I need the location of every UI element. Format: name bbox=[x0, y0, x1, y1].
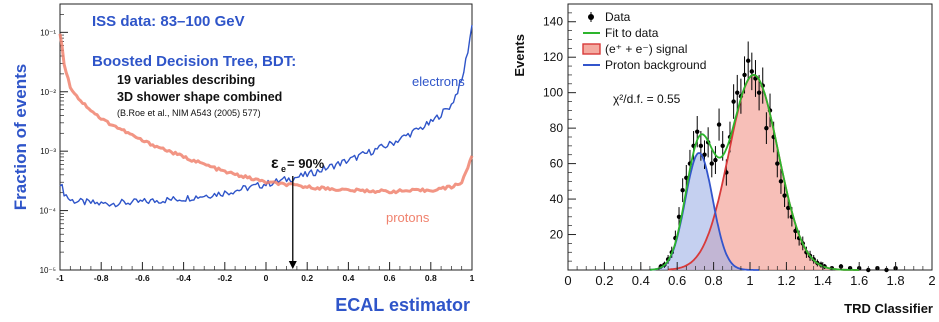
bdt-distribution-chart: 10⁻⁵ 10⁻⁴ 10⁻³ 10⁻² 10⁻¹ -1 -0.8 -0.6 -0.4 -0.2 0… bbox=[11, 3, 475, 315]
left-x-tick-label: 0.2 bbox=[301, 273, 313, 283]
reference-annotation: (B.Roe et al., NIM A543 (2005) 577) bbox=[117, 108, 261, 118]
data-point bbox=[735, 90, 740, 95]
data-point bbox=[749, 69, 755, 74]
legend-data-label: Data bbox=[605, 10, 631, 24]
electrons-curve bbox=[59, 24, 473, 208]
right-y-tick-label: 20 bbox=[550, 228, 564, 242]
right-x-tick-label: 1.2 bbox=[777, 273, 795, 288]
efficiency-subscript: e bbox=[281, 164, 286, 174]
electrons-label: electrons bbox=[412, 74, 465, 89]
left-y-ticks: 10⁻⁵ 10⁻⁴ 10⁻³ 10⁻² 10⁻¹ bbox=[39, 14, 68, 275]
protons-curve bbox=[58, 33, 474, 195]
right-x-axis-label: TRD Classifier bbox=[844, 301, 933, 316]
data-point bbox=[764, 125, 769, 131]
right-x-tick-label: 1.6 bbox=[850, 273, 868, 288]
chi2-annotation: χ²/d.f. = 0.55 bbox=[613, 92, 681, 106]
left-x-tick-label: 0.8 bbox=[425, 273, 437, 283]
efficiency-marker: ε e = 90% bbox=[271, 155, 325, 269]
left-x-ticks: -1 -0.8 -0.6 -0.4 -0.2 0 0.2 0.4 0.6 0.8 1 bbox=[56, 262, 475, 283]
left-x-tick-label: 0 bbox=[264, 273, 269, 283]
efficiency-arrow-head bbox=[288, 261, 297, 269]
legend-signal-swatch bbox=[582, 43, 601, 55]
efficiency-value: = 90% bbox=[287, 156, 325, 171]
right-x-tick-label: 1 bbox=[746, 273, 753, 288]
left-x-axis-label: ECAL estimator bbox=[335, 295, 470, 315]
right-y-tick-label: 120 bbox=[543, 50, 563, 64]
right-y-ticks: 20 40 60 80 100 120 140 bbox=[543, 12, 576, 262]
right-x-tick-label: 1.4 bbox=[814, 273, 832, 288]
data-point bbox=[778, 179, 784, 184]
data-point bbox=[702, 152, 707, 157]
left-x-tick-label: -0.6 bbox=[135, 273, 150, 283]
right-x-tick-label: 0.2 bbox=[595, 273, 613, 288]
right-x-tick-label: 0.6 bbox=[668, 273, 686, 288]
right-x-tick-label: 1.8 bbox=[887, 273, 905, 288]
data-point bbox=[676, 214, 682, 219]
left-x-tick-label: -0.4 bbox=[176, 273, 191, 283]
data-point bbox=[716, 122, 722, 127]
data-point bbox=[786, 205, 791, 211]
data-point bbox=[731, 99, 736, 104]
right-y-tick-label: 80 bbox=[550, 121, 564, 135]
left-x-tick-label: 1 bbox=[470, 273, 475, 283]
left-x-tick-label: -1 bbox=[56, 273, 64, 283]
fit-curve bbox=[649, 73, 860, 271]
right-x-tick-label: 2 bbox=[928, 273, 935, 288]
right-x-tick-label: 0.8 bbox=[705, 273, 723, 288]
data-point bbox=[745, 58, 751, 63]
data-point bbox=[698, 143, 704, 149]
left-x-tick-label: 0.6 bbox=[384, 273, 396, 283]
right-x-tick-label: 0 bbox=[564, 273, 571, 288]
legend-background-label: Proton background bbox=[605, 58, 706, 72]
left-series bbox=[58, 24, 474, 208]
right-y-tick-label: 40 bbox=[550, 192, 564, 206]
left-y-tick-label: 10⁻³ bbox=[40, 147, 56, 156]
left-y-tick-label: 10⁻² bbox=[40, 88, 56, 97]
right-x-tick-label: 0.4 bbox=[632, 273, 650, 288]
data-point bbox=[713, 157, 718, 163]
trd-classifier-chart: 20 40 60 80 100 120 140 0 0.2 0.4 0.6 0.8 1 1.2 1.4 1.… bbox=[512, 3, 936, 316]
right-x-ticks: 0 0.2 0.4 0.6 0.8 1 1.2 1.4 1.6 1.8 2 bbox=[564, 262, 936, 288]
data-point bbox=[720, 143, 725, 149]
left-y-tick-label: 10⁻¹ bbox=[40, 28, 56, 37]
efficiency-symbol: ε bbox=[271, 155, 279, 172]
left-y-tick-label: 10⁻⁴ bbox=[39, 207, 56, 216]
data-point bbox=[709, 161, 714, 166]
data-point bbox=[695, 129, 700, 134]
data-point bbox=[756, 90, 762, 95]
left-y-axis-label: Fraction of events bbox=[11, 64, 30, 210]
iss-data-annotation: ISS data: 83–100 GeV bbox=[92, 13, 245, 30]
left-x-tick-label: -0.2 bbox=[217, 273, 232, 283]
legend-signal-label: (e⁺ + e⁻) signal bbox=[605, 42, 687, 56]
shower-annotation: 3D shower shape combined bbox=[117, 90, 282, 104]
left-x-tick-label: 0.4 bbox=[342, 273, 354, 283]
legend-fit-label: Fit to data bbox=[605, 26, 659, 40]
data-point bbox=[742, 72, 747, 78]
left-y-tick-label: 10⁻⁵ bbox=[40, 266, 56, 275]
left-x-tick-label: -0.8 bbox=[94, 273, 109, 283]
right-y-tick-label: 140 bbox=[543, 15, 563, 29]
data-point bbox=[680, 188, 685, 193]
protons-label: protons bbox=[386, 210, 430, 225]
right-legend: Data Fit to data (e⁺ + e⁻) signal Proton… bbox=[582, 10, 706, 72]
data-point bbox=[775, 161, 780, 166]
right-y-axis-label: Events bbox=[512, 34, 527, 77]
right-y-tick-label: 100 bbox=[543, 86, 563, 100]
variables-annotation: 19 variables describing bbox=[117, 73, 255, 87]
bdt-annotation: Boosted Decision Tree, BDT: bbox=[92, 53, 296, 70]
right-y-tick-label: 60 bbox=[550, 157, 564, 171]
left-plot-frame bbox=[59, 3, 473, 271]
data-point bbox=[782, 193, 787, 198]
